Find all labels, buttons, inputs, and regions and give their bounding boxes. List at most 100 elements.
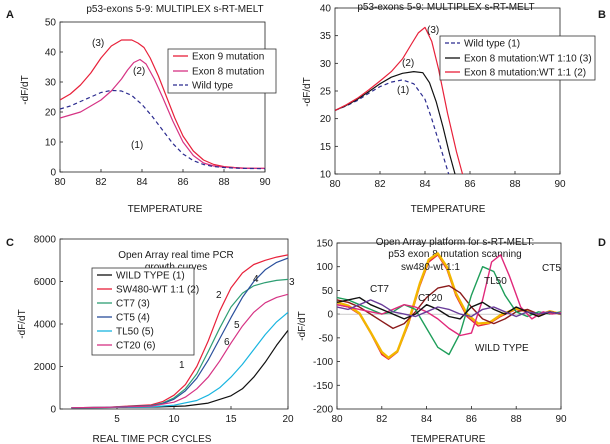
x-tick-label: 80 <box>329 179 341 190</box>
x-axis-label: TEMPERATURE <box>411 204 486 215</box>
plot-frame <box>59 21 266 173</box>
y-tick-label: 8000 <box>34 235 57 246</box>
series-group <box>60 39 265 170</box>
y-tick-label: 150 <box>316 239 333 250</box>
series-group <box>335 26 464 174</box>
y-tick-label: -100 <box>313 357 333 368</box>
x-tick-label: 82 <box>376 414 388 425</box>
x-tick-label: 86 <box>464 179 476 190</box>
legend-label: TL50 (5) <box>116 327 154 338</box>
series-line-exon-8-mutation-wt-1-10-3- <box>335 70 456 174</box>
panel-letter: D <box>598 237 606 249</box>
x-tick-label: 86 <box>177 177 189 188</box>
legend-box <box>439 35 596 81</box>
series-line-wild-type-1- <box>335 79 450 174</box>
y-tick-label: 35 <box>320 31 332 42</box>
curve-annotation: 6 <box>224 337 230 348</box>
curve-annotation: CT20 <box>418 293 443 304</box>
series-line-wild-type <box>60 89 265 170</box>
y-tick-label: 4000 <box>34 320 57 331</box>
x-tick-label: 20 <box>282 414 294 425</box>
x-axis-label: TEMPERATURE <box>411 434 486 444</box>
y-tick-label: -150 <box>313 381 333 392</box>
legend-label: CT20 (6) <box>116 341 155 352</box>
curve-annotation: 4 <box>253 274 259 285</box>
y-tick-label: 30 <box>320 59 332 70</box>
curve-annotation: 5 <box>234 320 240 331</box>
x-tick-label: 84 <box>136 177 148 188</box>
x-axis-label: TEMPERATURE <box>128 204 203 215</box>
y-tick-label: 15 <box>320 142 332 153</box>
y-tick-label: 10 <box>45 138 57 149</box>
curve-annotation: (2) <box>402 58 414 69</box>
x-tick-label: 90 <box>259 177 271 188</box>
legend-label: Exon 8 mutation:WT 1:10 (3) <box>464 54 592 65</box>
chart-title: growth curves <box>145 262 207 273</box>
legend-label: Exon 8 mutation <box>192 67 264 78</box>
curve-annotation: (3) <box>92 38 104 49</box>
x-tick-label: 88 <box>511 414 523 425</box>
series-line-tl50-5- <box>71 311 288 409</box>
y-tick-label: 0 <box>50 405 56 416</box>
curve-annotation: sw480-wt 1:1 <box>401 262 460 273</box>
legend: Wild type (1) Exon 8 mutation:WT 1:10 (3)… <box>439 35 596 81</box>
curve-annotation: (2) <box>133 66 145 77</box>
chart-title: p53-exons 5-9: MULTIPLEX s-RT-MELT <box>86 4 263 15</box>
series-group <box>337 252 561 360</box>
legend-label: Wild type (1) <box>464 39 520 50</box>
y-axis-label: -dF/dT <box>297 311 308 340</box>
x-tick-label: 88 <box>509 179 521 190</box>
legend-label: Exon 9 mutation <box>192 52 264 63</box>
series-line-purple <box>337 299 561 318</box>
y-tick-label: 100 <box>316 262 333 273</box>
x-tick-label: 5 <box>114 414 120 425</box>
y-tick-label: 6000 <box>34 277 57 288</box>
legend-label: SW480-WT 1:1 (2) <box>116 285 199 296</box>
x-tick-label: 86 <box>466 414 478 425</box>
y-tick-label: -50 <box>319 333 334 344</box>
panel-d: D 80 82 84 86 88 90 -200 -150 -100 -50 0 50 100 150 Ope… <box>297 237 606 444</box>
curve-annotation: (1) <box>131 140 143 151</box>
y-axis-label: -dF/dT <box>302 77 313 106</box>
curve-annotation: (1) <box>397 85 409 96</box>
x-tick-label: 10 <box>168 414 180 425</box>
y-tick-label: 20 <box>45 108 57 119</box>
series-line-sw480-wt-1-1-2- <box>71 254 288 409</box>
chart-title: p53 exon 8 mutation scanning <box>388 249 521 260</box>
series-line-wild-type <box>337 296 561 320</box>
series-line-exon-8-mutation-wt-1-1-2- <box>335 26 464 174</box>
x-tick-label: 82 <box>95 177 107 188</box>
y-tick-label: 10 <box>320 170 332 181</box>
chart-title: Open Array platform for s-RT-MELT: <box>376 237 535 248</box>
legend-label: CT7 (3) <box>116 299 150 310</box>
panel-a: A 80 82 84 86 88 90 0 10 20 30 40 50 p53-exons 5-9: M… <box>6 4 277 215</box>
legend: WILD TYPE (1) SW480-WT 1:1 (2) CT7 (3) CT5 … <box>91 267 199 356</box>
curve-annotation: CT5 <box>542 263 561 274</box>
legend: Exon 9 mutation Exon 8 mutation Wild type <box>167 48 277 94</box>
panel-letter: B <box>598 9 606 21</box>
x-tick-label: 84 <box>419 179 431 190</box>
legend-box <box>91 267 195 356</box>
x-tick-label: 80 <box>54 177 66 188</box>
x-tick-label: 15 <box>225 414 237 425</box>
y-tick-label: 20 <box>320 114 332 125</box>
y-tick-label: -200 <box>313 405 333 416</box>
curve-annotation: CT7 <box>370 284 389 295</box>
legend-label: WILD TYPE (1) <box>116 271 185 282</box>
series-line-ct20-6- <box>71 293 288 409</box>
series-line-tl50 <box>337 266 561 356</box>
y-tick-label: 30 <box>45 78 57 89</box>
curve-annotation: 3 <box>289 277 295 288</box>
x-tick-label: 90 <box>554 179 566 190</box>
y-tick-label: 0 <box>327 310 333 321</box>
y-axis-label: -dF/dT <box>17 309 28 338</box>
x-tick-label: 84 <box>421 414 433 425</box>
plot-frame <box>336 242 562 410</box>
curve-annotation: 2 <box>216 290 222 301</box>
panel-b: B 80 82 84 86 88 90 10 15 20 25 30 35 40 p53-exons 5-9… <box>302 2 606 215</box>
x-tick-label: 90 <box>555 414 567 425</box>
y-tick-label: 25 <box>320 87 332 98</box>
x-axis-label: REAL TIME PCR CYCLES <box>93 434 212 444</box>
